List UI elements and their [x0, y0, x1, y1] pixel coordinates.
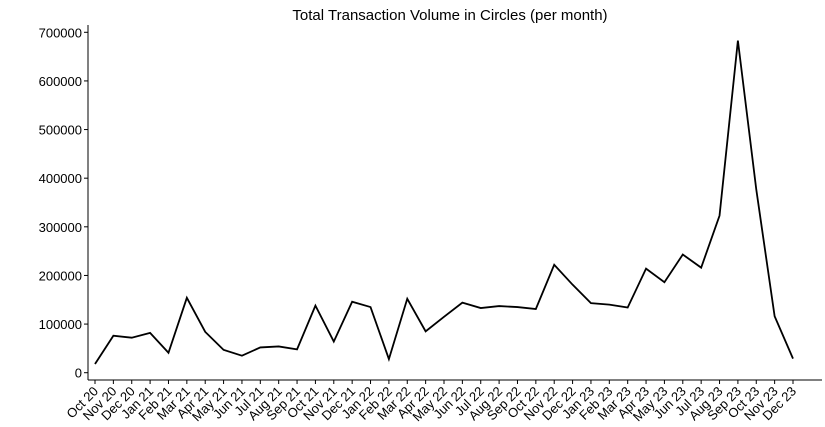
y-tick-label: 600000	[39, 74, 82, 89]
chart-title: Total Transaction Volume in Circles (per…	[292, 7, 607, 24]
y-tick-label: 500000	[39, 123, 82, 138]
y-tick-label: 200000	[39, 268, 82, 283]
line	[94, 40, 794, 365]
y-tick-label: 0	[75, 366, 82, 381]
y-tick-label: 100000	[39, 317, 82, 332]
y-tick-label: 400000	[39, 171, 82, 186]
y-tick-label: 700000	[39, 25, 82, 40]
y-tick-label: 300000	[39, 220, 82, 235]
